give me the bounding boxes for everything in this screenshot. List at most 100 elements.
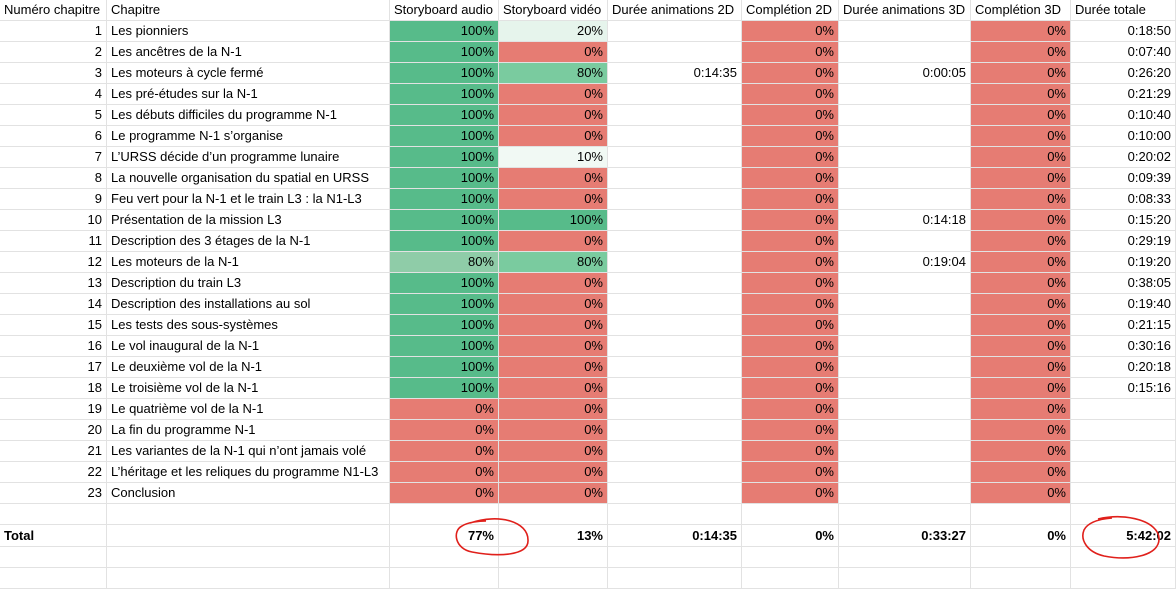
chapter-title-cell[interactable]: Conclusion: [107, 483, 390, 504]
completion-2d-cell[interactable]: 0%: [742, 294, 839, 315]
storyboard-audio-cell[interactable]: 100%: [390, 42, 499, 63]
chapter-title-cell[interactable]: Présentation de la mission L3: [107, 210, 390, 231]
chapter-number-cell[interactable]: 13: [0, 273, 107, 294]
duree-totale-cell[interactable]: 0:09:39: [1071, 168, 1176, 189]
completion-2d-cell[interactable]: 0%: [742, 21, 839, 42]
completion-2d-cell[interactable]: 0%: [742, 210, 839, 231]
duree-totale-cell[interactable]: [1071, 420, 1176, 441]
duree-animations-2d-cell[interactable]: 0:14:35: [608, 63, 742, 84]
storyboard-video-cell[interactable]: 0%: [499, 294, 608, 315]
storyboard-video-cell[interactable]: 0%: [499, 420, 608, 441]
storyboard-audio-cell[interactable]: 100%: [390, 126, 499, 147]
completion-2d-cell[interactable]: 0%: [742, 189, 839, 210]
completion-2d-cell[interactable]: 0%: [742, 42, 839, 63]
chapter-title-cell[interactable]: Les pré-études sur la N-1: [107, 84, 390, 105]
completion-2d-cell[interactable]: 0%: [742, 357, 839, 378]
duree-totale-cell[interactable]: 0:21:29: [1071, 84, 1176, 105]
chapter-title-cell[interactable]: Le deuxième vol de la N-1: [107, 357, 390, 378]
empty-cell[interactable]: [107, 547, 390, 568]
completion-3d-cell[interactable]: 0%: [971, 294, 1071, 315]
completion-3d-cell[interactable]: 0%: [971, 84, 1071, 105]
empty-cell[interactable]: [742, 547, 839, 568]
completion-3d-cell[interactable]: 0%: [971, 210, 1071, 231]
duree-animations-2d-cell[interactable]: [608, 84, 742, 105]
duree-animations-3d-cell[interactable]: [839, 441, 971, 462]
storyboard-audio-cell[interactable]: 0%: [390, 441, 499, 462]
duree-animations-2d-cell[interactable]: [608, 399, 742, 420]
chapter-number-cell[interactable]: 6: [0, 126, 107, 147]
duree-animations-3d-cell[interactable]: [839, 462, 971, 483]
completion-3d-cell[interactable]: 0%: [971, 168, 1071, 189]
chapter-number-cell[interactable]: 2: [0, 42, 107, 63]
duree-animations-2d-cell[interactable]: [608, 336, 742, 357]
duree-animations-2d-cell[interactable]: [608, 420, 742, 441]
empty-cell[interactable]: [839, 547, 971, 568]
duree-animations-3d-cell[interactable]: [839, 357, 971, 378]
chapter-number-cell[interactable]: 16: [0, 336, 107, 357]
completion-3d-cell[interactable]: 0%: [971, 399, 1071, 420]
chapter-title-cell[interactable]: Description du train L3: [107, 273, 390, 294]
duree-animations-3d-cell[interactable]: [839, 273, 971, 294]
storyboard-video-cell[interactable]: 0%: [499, 105, 608, 126]
chapter-title-cell[interactable]: La fin du programme N-1: [107, 420, 390, 441]
duree-animations-2d-cell[interactable]: [608, 273, 742, 294]
completion-2d-cell[interactable]: 0%: [742, 336, 839, 357]
completion-3d-cell[interactable]: 0%: [971, 273, 1071, 294]
empty-cell[interactable]: [742, 568, 839, 589]
duree-animations-3d-cell[interactable]: [839, 105, 971, 126]
storyboard-video-cell[interactable]: 0%: [499, 42, 608, 63]
duree-animations-2d-cell[interactable]: [608, 483, 742, 504]
chapter-title-cell[interactable]: Les ancêtres de la N-1: [107, 42, 390, 63]
empty-cell[interactable]: [107, 525, 390, 547]
chapter-number-cell[interactable]: 1: [0, 21, 107, 42]
empty-cell[interactable]: [499, 547, 608, 568]
duree-animations-3d-cell[interactable]: [839, 147, 971, 168]
duree-animations-3d-cell[interactable]: [839, 336, 971, 357]
completion-2d-cell[interactable]: 0%: [742, 105, 839, 126]
storyboard-video-cell[interactable]: 0%: [499, 126, 608, 147]
empty-cell[interactable]: [608, 568, 742, 589]
completion-3d-cell[interactable]: 0%: [971, 189, 1071, 210]
empty-cell[interactable]: [0, 504, 107, 525]
duree-animations-2d-cell[interactable]: [608, 147, 742, 168]
duree-totale-cell[interactable]: 0:21:15: [1071, 315, 1176, 336]
duree-totale-cell[interactable]: 0:30:16: [1071, 336, 1176, 357]
empty-cell[interactable]: [390, 504, 499, 525]
duree-totale-cell[interactable]: 0:19:40: [1071, 294, 1176, 315]
total-duree-animations-2d[interactable]: 0:14:35: [608, 525, 742, 547]
storyboard-video-cell[interactable]: 10%: [499, 147, 608, 168]
empty-cell[interactable]: [608, 547, 742, 568]
empty-cell[interactable]: [1071, 568, 1176, 589]
storyboard-video-cell[interactable]: 80%: [499, 252, 608, 273]
empty-cell[interactable]: [0, 568, 107, 589]
completion-2d-cell[interactable]: 0%: [742, 441, 839, 462]
total-storyboard-video[interactable]: 13%: [499, 525, 608, 547]
storyboard-audio-cell[interactable]: 100%: [390, 357, 499, 378]
completion-2d-cell[interactable]: 0%: [742, 420, 839, 441]
storyboard-video-cell[interactable]: 0%: [499, 168, 608, 189]
duree-animations-3d-cell[interactable]: [839, 168, 971, 189]
empty-cell[interactable]: [971, 504, 1071, 525]
chapter-title-cell[interactable]: Les débuts difficiles du programme N-1: [107, 105, 390, 126]
chapter-number-cell[interactable]: 17: [0, 357, 107, 378]
duree-animations-3d-cell[interactable]: [839, 315, 971, 336]
header-chapitre[interactable]: Chapitre: [107, 0, 390, 21]
completion-2d-cell[interactable]: 0%: [742, 231, 839, 252]
completion-3d-cell[interactable]: 0%: [971, 63, 1071, 84]
storyboard-audio-cell[interactable]: 100%: [390, 189, 499, 210]
completion-3d-cell[interactable]: 0%: [971, 357, 1071, 378]
header-completion-2d[interactable]: Complétion 2D: [742, 0, 839, 21]
duree-totale-cell[interactable]: 0:15:20: [1071, 210, 1176, 231]
duree-animations-3d-cell[interactable]: [839, 21, 971, 42]
duree-totale-cell[interactable]: 0:29:19: [1071, 231, 1176, 252]
duree-animations-3d-cell[interactable]: [839, 483, 971, 504]
chapter-number-cell[interactable]: 22: [0, 462, 107, 483]
duree-animations-3d-cell[interactable]: [839, 231, 971, 252]
storyboard-audio-cell[interactable]: 80%: [390, 252, 499, 273]
empty-cell[interactable]: [742, 504, 839, 525]
duree-animations-2d-cell[interactable]: [608, 21, 742, 42]
chapter-number-cell[interactable]: 4: [0, 84, 107, 105]
completion-2d-cell[interactable]: 0%: [742, 63, 839, 84]
empty-cell[interactable]: [608, 504, 742, 525]
duree-animations-3d-cell[interactable]: [839, 378, 971, 399]
